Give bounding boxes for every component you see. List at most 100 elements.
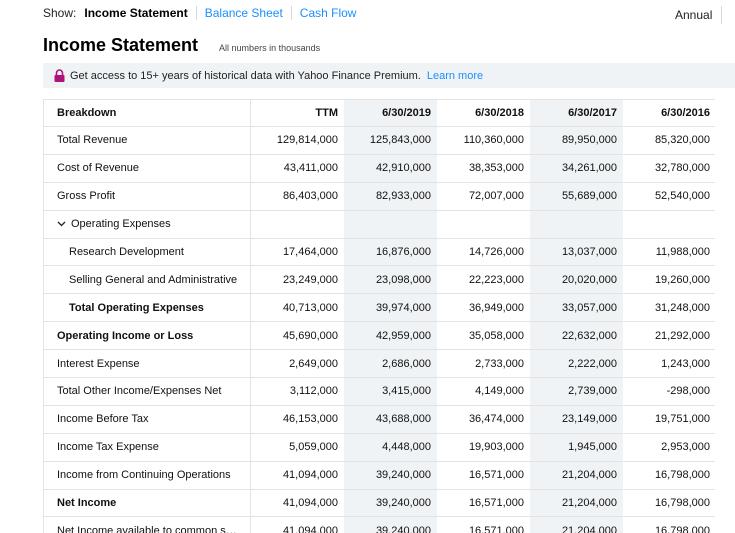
- table-row: Operating Income or Loss 45,690,000 42,959…: [44, 322, 715, 351]
- units-note: All numbers in thousands: [219, 43, 321, 53]
- value-cell: 89,950,000: [530, 127, 623, 154]
- chevron-down-icon[interactable]: [57, 219, 66, 229]
- table-row: Total Revenue 129,814,000 125,843,000 110,3…: [44, 127, 715, 155]
- value-cell: 2,733,000: [475, 357, 524, 370]
- table-row: Gross Profit 86,403,000 82,933,000 72,007,0…: [44, 182, 715, 211]
- value-cell: 21,292,000: [654, 329, 710, 342]
- value-cell: 2,686,000: [344, 350, 437, 378]
- premium-banner: Get access to 15+ years of historical da…: [43, 63, 735, 88]
- income-statement-table: Breakdown TTM 6/30/2019 6/30/2018 6/30/2…: [43, 99, 715, 533]
- value-cell: 39,240,000: [344, 489, 437, 517]
- value-cell: 16,798,000: [654, 524, 710, 533]
- row-label-text: Cost of Revenue: [57, 162, 139, 175]
- value-cell: 110,360,000: [463, 134, 524, 147]
- value-cell: 38,353,000: [468, 162, 524, 175]
- header-ttm: TTM: [315, 107, 338, 119]
- value-cell: 16,876,000: [344, 238, 437, 266]
- value-cell: 45,690,000: [282, 329, 338, 342]
- row-label: Interest Expense: [44, 350, 251, 378]
- tab-balance-sheet[interactable]: Balance Sheet: [195, 6, 291, 20]
- statement-selector: Show: Income Statement Balance Sheet Cas…: [43, 5, 364, 21]
- row-label-text: Total Other Income/Expenses Net: [57, 385, 222, 398]
- value-cell: 43,411,000: [283, 162, 338, 175]
- value-cell: 36,474,000: [468, 413, 524, 426]
- value-cell: 40,713,000: [282, 301, 338, 314]
- table-row: Total Other Income/Expenses Net 3,112,000…: [44, 378, 715, 406]
- period-toggle-annual[interactable]: Annual: [675, 8, 713, 22]
- value-cell: 4,448,000: [344, 433, 437, 461]
- value-cell: [623, 211, 715, 238]
- table-row: Income from Continuing Operations 41,094,…: [44, 461, 715, 490]
- value-cell: 23,249,000: [282, 273, 338, 286]
- value-cell: 4,149,000: [475, 385, 524, 398]
- row-label-text: Total Operating Expenses: [69, 301, 204, 314]
- row-label: Net Income available to common s…: [44, 517, 251, 533]
- value-cell: 23,098,000: [344, 266, 437, 294]
- value-cell: 125,843,000: [344, 127, 437, 154]
- row-label: Income from Continuing Operations: [44, 461, 251, 489]
- value-cell: 16,571,000: [468, 524, 524, 533]
- value-cell: 3,415,000: [344, 378, 437, 405]
- value-cell: 14,726,000: [468, 246, 524, 258]
- row-label: Income Before Tax: [44, 405, 251, 433]
- row-label: Selling General and Administrative: [44, 266, 251, 294]
- value-cell: 33,057,000: [530, 294, 623, 322]
- value-cell: [437, 211, 530, 238]
- value-cell: 86,403,000: [282, 190, 338, 203]
- row-label: Research Development: [44, 238, 251, 266]
- value-cell: 129,814,000: [276, 134, 338, 147]
- page-title: Income Statement: [43, 35, 199, 55]
- value-cell: 42,910,000: [344, 154, 437, 182]
- value-cell: 16,798,000: [654, 497, 710, 510]
- value-cell: 32,780,000: [654, 162, 710, 175]
- value-cell: 55,689,000: [530, 182, 623, 210]
- value-cell: 17,464,000: [282, 246, 338, 258]
- value-cell: 1,945,000: [530, 433, 623, 461]
- value-cell: 39,974,000: [344, 294, 437, 322]
- row-label[interactable]: Operating Expenses: [44, 210, 251, 238]
- row-label: Total Other Income/Expenses Net: [44, 378, 251, 405]
- row-label-text: Selling General and Administrative: [69, 273, 238, 286]
- tab-income-statement[interactable]: Income Statement: [84, 6, 188, 20]
- row-label-text: Net Income: [57, 497, 117, 510]
- show-label: Show:: [43, 6, 77, 20]
- value-cell: 5,059,000: [289, 441, 338, 454]
- value-cell: [344, 210, 437, 238]
- value-cell: 2,222,000: [530, 350, 623, 378]
- row-label: Net Income: [44, 489, 251, 517]
- value-cell: 43,688,000: [344, 405, 437, 433]
- value-cell: 42,959,000: [344, 322, 437, 350]
- header-year: 6/30/2017: [530, 100, 623, 126]
- value-cell: 20,020,000: [530, 266, 623, 294]
- value-cell: 46,153,000: [282, 413, 338, 426]
- value-cell: 19,751,000: [654, 413, 710, 426]
- row-label: Cost of Revenue: [44, 154, 251, 182]
- tab-cash-flow[interactable]: Cash Flow: [290, 6, 365, 20]
- value-cell: 19,903,000: [468, 441, 524, 454]
- row-label-text: Operating Income or Loss: [57, 329, 194, 342]
- table-row: Research Development 17,464,000 16,876,000…: [44, 238, 715, 267]
- value-cell: 2,953,000: [661, 441, 710, 454]
- row-label-text: Income Before Tax: [57, 413, 149, 426]
- row-label-text: Total Revenue: [57, 134, 128, 147]
- header-year: 6/30/2019: [344, 100, 437, 126]
- value-cell: 39,240,000: [344, 517, 437, 533]
- value-cell: [251, 211, 344, 238]
- row-label: Gross Profit: [44, 182, 251, 210]
- row-label-text: Income Tax Expense: [57, 441, 159, 454]
- value-cell: 41,094,000: [282, 497, 338, 510]
- row-label: Total Operating Expenses: [44, 294, 251, 322]
- learn-more-link[interactable]: Learn more: [426, 69, 484, 82]
- table-row: Cost of Revenue 43,411,000 42,910,000 38,35…: [44, 154, 715, 183]
- divider: [721, 6, 722, 24]
- value-cell: 85,320,000: [654, 134, 710, 147]
- row-label-text: Research Development: [69, 246, 184, 258]
- value-cell: 22,223,000: [468, 273, 524, 286]
- value-cell: 72,007,000: [468, 190, 524, 203]
- table-row: Operating Expenses: [44, 210, 715, 239]
- value-cell: 16,571,000: [468, 497, 524, 510]
- table-row: Selling General and Administrative 23,249…: [44, 266, 715, 295]
- value-cell: 23,149,000: [530, 405, 623, 433]
- value-cell: 21,204,000: [530, 461, 623, 489]
- row-label-text: Net Income available to common s…: [57, 524, 237, 533]
